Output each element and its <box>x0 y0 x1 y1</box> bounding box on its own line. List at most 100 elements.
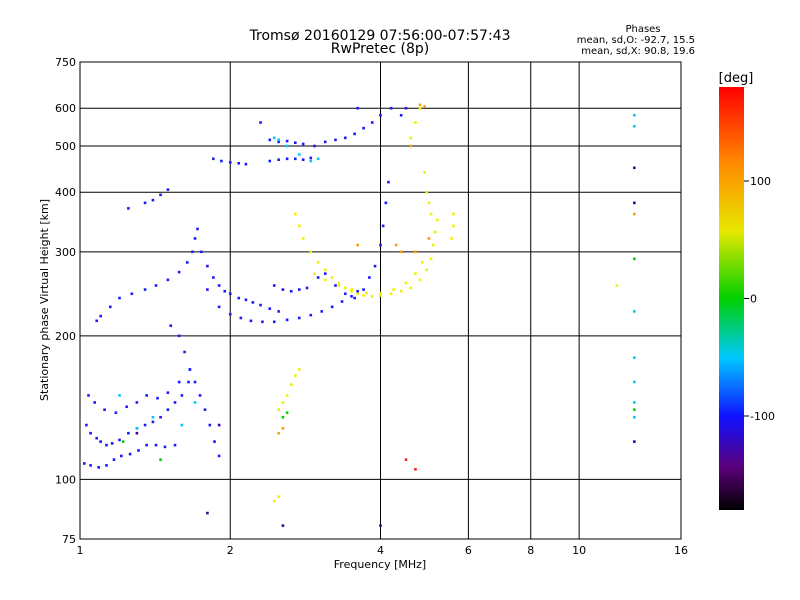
data-point <box>294 157 297 161</box>
data-point <box>127 431 130 435</box>
data-point <box>188 368 192 371</box>
data-point <box>409 286 413 290</box>
data-point <box>268 159 272 163</box>
data-point <box>191 250 194 254</box>
colorbar-tick-label: -100 <box>750 410 775 423</box>
data-point <box>414 121 417 124</box>
data-point <box>95 436 98 440</box>
data-point <box>159 458 162 461</box>
data-point <box>177 270 181 274</box>
y-tick-label: 600 <box>55 102 76 115</box>
data-point <box>217 423 221 427</box>
data-point <box>272 499 276 503</box>
data-point <box>297 368 301 371</box>
data-point <box>294 212 297 216</box>
data-point <box>169 324 173 328</box>
data-point <box>208 423 212 427</box>
data-point <box>309 313 313 317</box>
data-point <box>633 166 636 170</box>
data-point <box>427 237 431 240</box>
data-point <box>156 396 159 400</box>
data-point <box>334 284 337 287</box>
data-point <box>166 278 170 282</box>
data-point <box>452 224 455 228</box>
data-point <box>196 227 199 231</box>
data-point <box>373 264 377 268</box>
data-point <box>259 121 262 124</box>
data-point <box>125 405 128 409</box>
data-point <box>159 415 162 419</box>
data-point <box>309 250 313 254</box>
data-point <box>353 296 356 300</box>
data-point <box>399 250 403 254</box>
data-point <box>223 289 227 293</box>
grid-lines <box>80 62 681 539</box>
data-point <box>309 156 313 160</box>
data-point <box>425 190 428 194</box>
data-point <box>114 411 118 414</box>
data-point <box>633 380 636 384</box>
data-point <box>301 158 305 161</box>
data-point <box>323 272 327 275</box>
stats-x-line: mean, sd,X: 90.8, 19.6 <box>581 46 695 57</box>
x-tick-label: 2 <box>227 544 234 557</box>
data-point <box>334 138 337 142</box>
y-tick-label: 300 <box>55 246 76 259</box>
data-point <box>633 201 636 205</box>
data-point <box>316 261 320 264</box>
data-point <box>166 188 170 191</box>
data-point <box>409 144 413 148</box>
data-point <box>259 303 262 307</box>
data-point <box>330 276 334 279</box>
data-point <box>135 426 139 430</box>
data-point <box>289 289 293 293</box>
data-point <box>277 140 280 144</box>
data-point <box>251 301 255 304</box>
data-point <box>379 291 382 295</box>
data-point <box>452 212 455 216</box>
data-point <box>237 296 241 300</box>
data-point <box>633 257 636 261</box>
data-point <box>87 394 90 397</box>
data-point <box>85 423 88 427</box>
data-point <box>418 278 422 282</box>
y-tick-label: 750 <box>55 56 76 69</box>
colorbar-tick-label: 0 <box>750 293 757 306</box>
data-point <box>389 292 393 296</box>
data-point <box>362 288 365 291</box>
data-point <box>294 141 297 145</box>
data-point <box>399 289 403 293</box>
data-point <box>350 295 353 298</box>
data-point <box>228 292 232 296</box>
data-point <box>277 158 280 161</box>
data-point <box>418 103 422 107</box>
data-point <box>379 113 382 117</box>
data-point <box>220 159 223 163</box>
data-point <box>110 442 114 445</box>
data-point <box>128 452 132 456</box>
data-point <box>409 136 413 140</box>
data-point <box>330 305 334 309</box>
data-point <box>404 106 408 110</box>
data-point <box>121 440 125 443</box>
colorbar <box>719 87 744 510</box>
data-point <box>392 288 395 291</box>
y-tick-label: 75 <box>62 533 76 546</box>
data-point <box>145 394 148 397</box>
data-point <box>99 440 102 443</box>
data-point <box>285 144 289 148</box>
data-point <box>281 426 285 430</box>
data-point <box>323 278 327 282</box>
data-point <box>268 138 272 142</box>
data-point <box>414 272 417 275</box>
data-point <box>313 272 316 275</box>
data-point <box>112 458 116 461</box>
data-point <box>362 126 365 130</box>
data-point <box>272 320 276 324</box>
data-point <box>399 113 403 117</box>
data-point <box>151 420 155 424</box>
data-point <box>213 440 216 443</box>
data-point <box>135 401 139 404</box>
data-point <box>356 106 359 110</box>
